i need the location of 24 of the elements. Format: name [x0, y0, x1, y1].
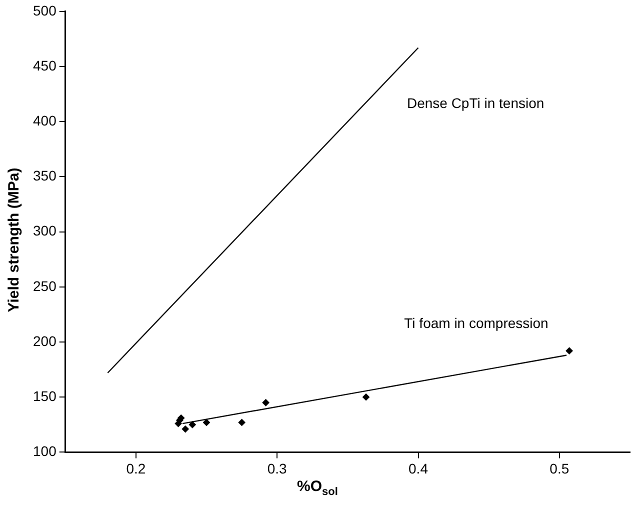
y-axis-title: Yield strength (MPa)	[6, 168, 22, 312]
point	[182, 426, 189, 433]
y-tick-label: 150	[33, 388, 57, 404]
y-tick-label: 200	[33, 332, 57, 349]
y-tick-label: 500	[33, 2, 57, 18]
point	[188, 421, 196, 428]
x-axis-title: %O$_{sol}$	[296, 478, 339, 498]
y-tick-label: 350	[33, 168, 57, 184]
y-tick-label: 400	[33, 112, 57, 128]
point	[362, 394, 370, 401]
point	[203, 418, 210, 426]
y-tick-label: 450	[33, 57, 57, 74]
point	[262, 399, 270, 406]
y-tick-label: 300	[33, 222, 57, 239]
x-tick-label: 0.5	[550, 460, 570, 476]
point	[566, 347, 573, 354]
x-tick-label: 0.4	[408, 460, 428, 476]
x-tick-label: 0.3	[267, 460, 288, 476]
annotation: Ti foam in compression	[404, 315, 548, 332]
y-tick-label: 100	[33, 443, 57, 460]
annotation: Dense CpTi in tension	[406, 94, 544, 111]
x-tick-label: 0.2	[126, 460, 146, 476]
point	[238, 418, 246, 426]
y-tick-label: 250	[33, 278, 57, 294]
